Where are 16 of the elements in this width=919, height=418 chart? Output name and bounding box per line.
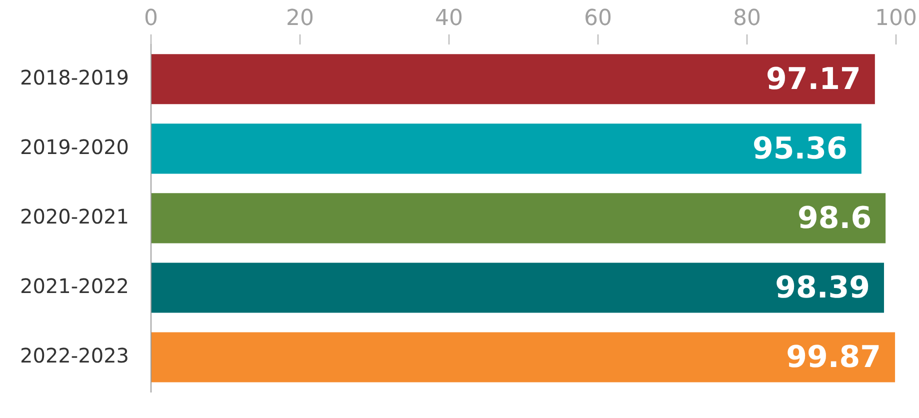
y-tick-label: 2019-2020 xyxy=(20,134,130,159)
data-label: 99.87 xyxy=(786,340,882,376)
x-tick-label: 100 xyxy=(875,6,918,31)
x-tick-label: 40 xyxy=(435,6,464,31)
data-label: 98.39 xyxy=(775,270,870,306)
data-label: 95.36 xyxy=(752,131,848,166)
x-tick-label: 60 xyxy=(584,6,612,31)
data-label: 98.6 xyxy=(798,200,872,236)
y-tick-label: 2022-2023 xyxy=(20,343,130,368)
x-tick-label: 0 xyxy=(144,6,158,31)
x-tick-label: 20 xyxy=(286,6,314,31)
y-tick-label: 2020-2021 xyxy=(20,204,130,228)
x-tick-label: 80 xyxy=(733,6,762,31)
y-tick-label: 2018-2019 xyxy=(20,65,130,90)
y-tick-label: 2021-2022 xyxy=(20,274,130,298)
data-label: 97.17 xyxy=(766,62,861,97)
